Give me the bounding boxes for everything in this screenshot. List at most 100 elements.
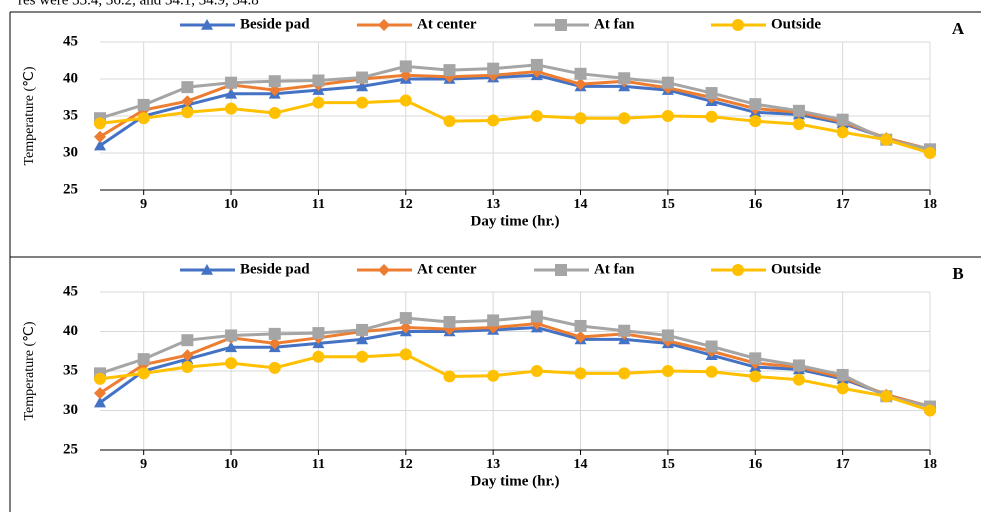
x-tick-label: 10 [224, 197, 238, 212]
data-point [487, 114, 500, 127]
data-point [181, 361, 194, 374]
data-point [574, 67, 587, 80]
data-point [792, 373, 805, 386]
data-point [399, 60, 412, 73]
data-point [880, 133, 893, 146]
data-point [705, 365, 718, 378]
data-point [225, 357, 238, 370]
data-point [705, 110, 718, 123]
y-tick-label: 35 [63, 362, 78, 378]
data-point [181, 349, 194, 362]
x-tick-label: 14 [574, 197, 588, 212]
data-point [836, 368, 849, 381]
data-point [137, 367, 150, 380]
text-fragment: res were 33.4, 36.2, and 34.1, 34.9, 34.… [18, 0, 259, 8]
y-tick-label: 40 [63, 323, 78, 339]
data-point [530, 110, 543, 122]
series-line [99, 98, 931, 155]
data-point [181, 81, 194, 94]
data-point [792, 104, 805, 117]
series-line [99, 322, 931, 408]
data-point [268, 327, 281, 340]
data-point [530, 58, 543, 71]
legend-marker [201, 19, 213, 30]
y-axis-label: Temperature (℃) [22, 321, 37, 420]
data-point [487, 314, 500, 327]
data-point [94, 396, 106, 408]
x-tick-label: 17 [836, 197, 850, 212]
data-point [443, 316, 456, 329]
data-point [574, 78, 587, 91]
data-point [399, 312, 412, 325]
legend-label: At center [417, 261, 477, 277]
x-tick-label: 12 [399, 197, 413, 212]
y-tick-label: 25 [63, 441, 78, 457]
x-tick-label: 11 [312, 457, 325, 472]
data-point [618, 367, 631, 380]
data-point [443, 64, 456, 77]
data-point [705, 87, 718, 100]
data-point [792, 118, 805, 131]
data-point [181, 95, 194, 108]
legend-marker [201, 264, 213, 275]
data-point [443, 370, 456, 383]
data-point [268, 75, 281, 88]
y-tick-label: 45 [63, 283, 78, 299]
x-tick-label: 10 [224, 457, 238, 472]
y-tick-label: 30 [63, 402, 78, 418]
panel-label: A [952, 19, 965, 38]
x-tick-label: 14 [574, 457, 588, 472]
series-line [99, 326, 931, 408]
data-point [312, 327, 325, 340]
data-point [94, 117, 106, 130]
x-tick-label: 13 [486, 197, 500, 212]
data-point [530, 365, 543, 377]
legend-marker [555, 19, 567, 31]
legend-marker [555, 264, 567, 276]
data-point [94, 387, 106, 400]
data-point [530, 310, 543, 323]
panel-label: B [952, 264, 963, 283]
data-point [225, 87, 238, 99]
data-point [661, 110, 674, 122]
data-point [268, 361, 281, 374]
data-point [705, 340, 718, 353]
legend-label: At center [417, 16, 477, 32]
data-point [836, 126, 849, 139]
x-tick-label: 18 [923, 457, 937, 472]
data-point [661, 365, 674, 377]
data-point [356, 80, 369, 92]
x-tick-label: 11 [312, 197, 325, 212]
x-tick-label: 9 [140, 457, 147, 472]
data-point [225, 102, 238, 115]
x-tick-label: 15 [661, 197, 675, 212]
data-point [749, 352, 762, 365]
y-tick-label: 30 [63, 144, 78, 160]
data-point [225, 329, 238, 342]
x-tick-label: 9 [140, 197, 147, 212]
y-tick-label: 40 [63, 70, 78, 86]
legend-label: Outside [771, 261, 821, 277]
y-axis-label: Temperature (℃) [22, 66, 37, 165]
data-point [268, 107, 281, 120]
legend-label: Outside [771, 16, 821, 32]
legend-marker [732, 264, 744, 276]
data-point [137, 98, 150, 111]
data-point [574, 367, 587, 380]
data-point [399, 348, 412, 361]
data-point [94, 372, 106, 385]
legend-label: Beside pad [240, 16, 310, 32]
series-line [99, 314, 931, 409]
data-point [225, 341, 238, 353]
data-point [399, 94, 412, 107]
x-tick-label: 16 [748, 457, 762, 472]
data-point [792, 359, 805, 372]
legend-label: At fan [594, 16, 635, 32]
x-tick-label: 18 [923, 197, 937, 212]
data-point [312, 96, 325, 109]
data-point [749, 115, 762, 128]
data-point [661, 76, 674, 89]
data-point [880, 390, 893, 403]
